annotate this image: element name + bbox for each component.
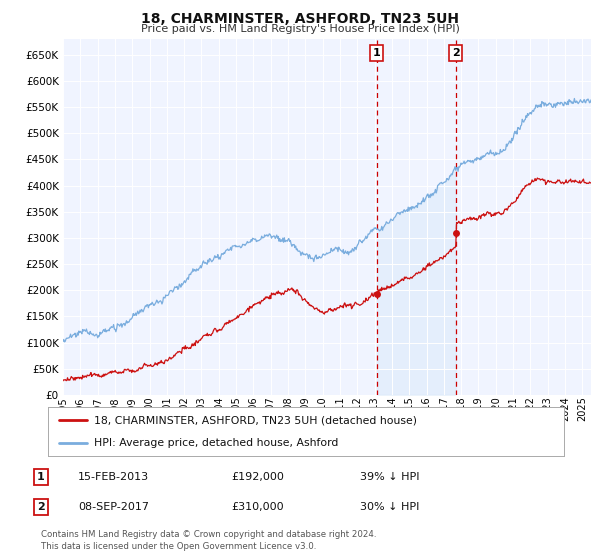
Text: Price paid vs. HM Land Registry's House Price Index (HPI): Price paid vs. HM Land Registry's House …	[140, 24, 460, 34]
Text: 1: 1	[37, 472, 44, 482]
Text: 2: 2	[452, 48, 460, 58]
Text: 18, CHARMINSTER, ASHFORD, TN23 5UH (detached house): 18, CHARMINSTER, ASHFORD, TN23 5UH (deta…	[94, 416, 418, 426]
Text: 08-SEP-2017: 08-SEP-2017	[78, 502, 149, 512]
Text: 30% ↓ HPI: 30% ↓ HPI	[360, 502, 419, 512]
Text: 2: 2	[37, 502, 44, 512]
Text: £310,000: £310,000	[231, 502, 284, 512]
Text: 39% ↓ HPI: 39% ↓ HPI	[360, 472, 419, 482]
Text: Contains HM Land Registry data © Crown copyright and database right 2024.
This d: Contains HM Land Registry data © Crown c…	[41, 530, 376, 551]
Text: 1: 1	[373, 48, 380, 58]
Text: 15-FEB-2013: 15-FEB-2013	[78, 472, 149, 482]
Text: HPI: Average price, detached house, Ashford: HPI: Average price, detached house, Ashf…	[94, 438, 339, 448]
Text: £192,000: £192,000	[231, 472, 284, 482]
Text: 18, CHARMINSTER, ASHFORD, TN23 5UH: 18, CHARMINSTER, ASHFORD, TN23 5UH	[141, 12, 459, 26]
